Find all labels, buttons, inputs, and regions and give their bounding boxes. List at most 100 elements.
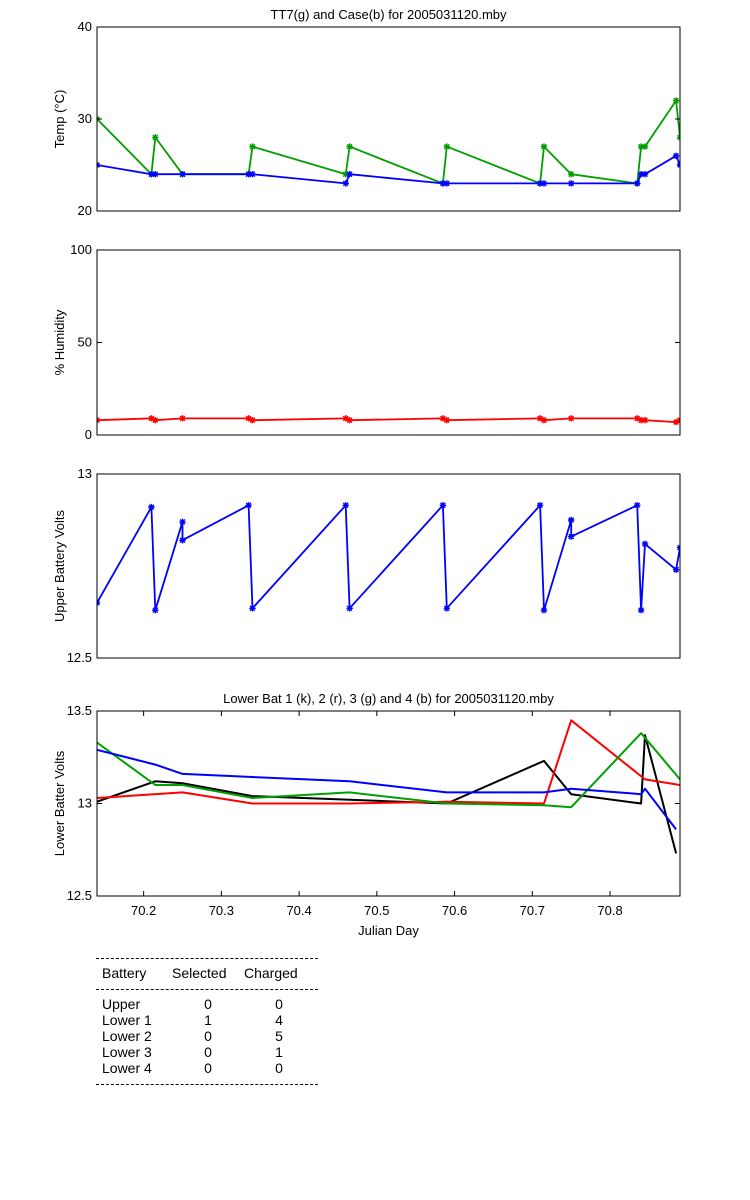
data-point xyxy=(637,417,645,424)
data-point xyxy=(637,143,645,150)
data-point xyxy=(148,171,155,178)
data-point xyxy=(152,134,159,141)
data-point xyxy=(634,502,641,509)
row-selected: 0 xyxy=(204,1028,212,1044)
axes-frame xyxy=(96,473,681,659)
data-point xyxy=(152,171,159,178)
data-point xyxy=(641,417,649,424)
axes-frame xyxy=(96,249,681,436)
series-line-2 xyxy=(97,719,680,805)
data-point xyxy=(148,415,155,422)
header-selected: Selected xyxy=(172,965,227,981)
chart-title: Lower Bat 1 (k), 2 (r), 3 (g) and 4 (b) … xyxy=(223,691,554,706)
y-axis-label: Lower Batter Volts xyxy=(52,750,67,856)
x-tick-label: 70.6 xyxy=(442,903,467,918)
data-point xyxy=(540,180,548,187)
data-point xyxy=(342,171,349,178)
data-point xyxy=(443,180,450,187)
data-point xyxy=(179,415,186,422)
data-point xyxy=(567,516,575,524)
header-charged: Charged xyxy=(244,965,298,981)
table-rule-bottom xyxy=(96,1084,318,1085)
row-battery: Lower 2 xyxy=(102,1028,152,1044)
row-battery: Lower 1 xyxy=(102,1012,152,1028)
y-axis-label: % Humidity xyxy=(52,309,67,375)
data-point xyxy=(641,143,649,150)
data-point xyxy=(567,415,575,422)
data-point xyxy=(637,606,645,614)
row-charged: 4 xyxy=(275,1012,283,1028)
y-tick-label: 13 xyxy=(78,466,92,481)
data-point xyxy=(634,415,641,422)
table-row: Upper 0 0 xyxy=(102,996,318,1012)
data-point xyxy=(342,180,349,187)
x-tick-label: 70.2 xyxy=(131,903,156,918)
data-point xyxy=(439,502,447,509)
data-point xyxy=(672,418,680,426)
battery-table: Battery Selected Charged Upper 0 0 Lower… xyxy=(96,958,318,1085)
data-point xyxy=(346,417,353,424)
row-charged: 5 xyxy=(275,1028,283,1044)
data-point xyxy=(342,502,349,509)
plot-area xyxy=(97,502,680,614)
data-point xyxy=(540,143,548,150)
row-charged: 0 xyxy=(275,1060,283,1076)
y-tick-label: 50 xyxy=(78,335,92,350)
series-line-2 xyxy=(97,154,680,185)
x-tick-label: 70.8 xyxy=(597,903,622,918)
data-point xyxy=(152,606,159,614)
data-point xyxy=(179,171,186,178)
plot-area xyxy=(97,415,680,426)
data-point xyxy=(342,415,349,422)
series-line-1 xyxy=(97,99,680,185)
data-point xyxy=(249,605,256,612)
x-tick-label: 70.3 xyxy=(209,903,234,918)
data-point xyxy=(152,417,159,424)
data-point xyxy=(672,566,680,573)
table-row: Lower 3 0 1 xyxy=(102,1044,318,1060)
row-selected: 0 xyxy=(204,1044,212,1060)
table-rule-mid xyxy=(96,989,318,990)
y-axis-label: Upper Battery Volts xyxy=(52,510,67,622)
y-tick-label: 0 xyxy=(85,427,92,442)
data-point xyxy=(249,417,256,424)
y-tick-label: 100 xyxy=(70,242,92,257)
y-tick-label: 12.5 xyxy=(67,888,92,903)
chart-upper-battery: 12.5 13 Upper Battery Volts xyxy=(52,466,681,665)
row-selected: 0 xyxy=(204,996,212,1012)
data-point xyxy=(641,540,649,548)
row-battery: Lower 3 xyxy=(102,1044,152,1060)
table-row: Lower 1 1 4 xyxy=(102,1012,318,1028)
y-tick-label: 40 xyxy=(78,19,92,34)
data-point xyxy=(567,180,575,187)
table-header: Battery Selected Charged xyxy=(96,959,318,989)
chart-title: TT7(g) and Case(b) for 2005031120.mby xyxy=(270,7,507,22)
y-tick-label: 30 xyxy=(78,111,92,126)
row-battery: Upper xyxy=(102,996,141,1012)
data-point xyxy=(148,503,155,511)
data-point xyxy=(536,415,544,422)
data-point xyxy=(245,502,252,509)
table-rule-top xyxy=(96,958,318,959)
data-point xyxy=(634,180,641,187)
data-point xyxy=(443,417,450,424)
data-point xyxy=(179,518,186,526)
series-line-3 xyxy=(97,732,680,809)
data-point xyxy=(245,415,252,422)
data-point xyxy=(567,533,575,540)
series-line-1 xyxy=(97,504,680,612)
y-tick-label: 12.5 xyxy=(67,650,92,665)
data-point xyxy=(536,180,544,187)
data-point xyxy=(249,143,256,150)
data-point xyxy=(637,171,645,178)
table-body: Upper 0 0 Lower 1 1 4 Lower 2 0 5 Lower … xyxy=(96,990,318,1084)
row-charged: 0 xyxy=(275,996,283,1012)
y-tick-label: 13 xyxy=(78,796,92,811)
data-point xyxy=(567,171,575,178)
plot-area xyxy=(97,719,680,854)
row-selected: 1 xyxy=(204,1012,212,1028)
table-row: Lower 2 0 5 xyxy=(102,1028,318,1044)
data-point xyxy=(536,502,544,509)
data-point xyxy=(346,171,353,178)
